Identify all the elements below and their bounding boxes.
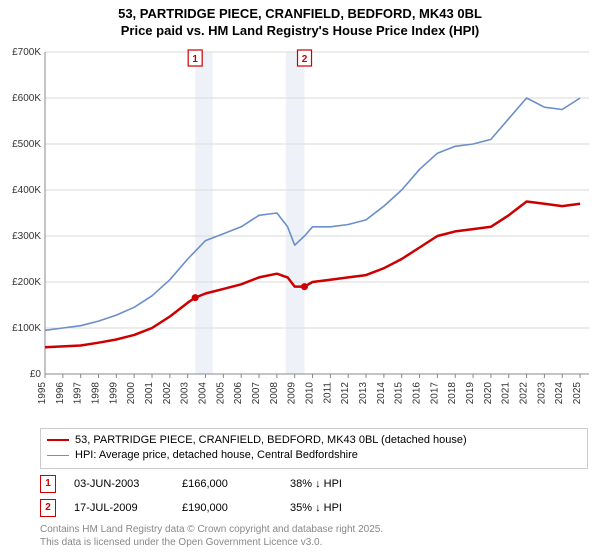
svg-text:2021: 2021 [501, 381, 512, 404]
svg-text:£700K: £700K [12, 47, 41, 58]
line-chart-svg: £0 £100K £200K £300K £400K £500K £600K £700K 199… [5, 44, 595, 424]
svg-text:1995: 1995 [37, 381, 48, 404]
svg-text:2010: 2010 [305, 381, 316, 404]
title-line2: Price paid vs. HM Land Registry's House … [121, 23, 480, 38]
svg-text:2014: 2014 [376, 381, 387, 404]
svg-text:£0: £0 [30, 369, 42, 380]
legend-label-hpi: HPI: Average price, detached house, Cent… [75, 448, 358, 463]
svg-text:2013: 2013 [358, 381, 369, 404]
marker-date: 17-JUL-2009 [74, 502, 164, 514]
legend-label-property: 53, PARTRIDGE PIECE, CRANFIELD, BEDFORD,… [75, 433, 467, 448]
svg-text:2004: 2004 [198, 381, 209, 404]
svg-text:£600K: £600K [12, 93, 41, 104]
svg-text:2008: 2008 [269, 381, 280, 404]
legend-swatch-property [47, 439, 69, 441]
legend-row-hpi: HPI: Average price, detached house, Cent… [47, 448, 581, 463]
marker-price: £190,000 [182, 502, 272, 514]
marker-badge: 2 [40, 499, 56, 517]
svg-text:2015: 2015 [394, 381, 405, 404]
svg-text:2009: 2009 [287, 381, 298, 404]
svg-text:2003: 2003 [180, 381, 191, 404]
sale-markers: 1 03-JUN-2003 £166,000 38% ↓ HPI 2 17-JUL-200… [0, 475, 600, 517]
legend: 53, PARTRIDGE PIECE, CRANFIELD, BEDFORD,… [40, 428, 588, 469]
svg-text:£400K: £400K [12, 185, 41, 196]
legend-row-property: 53, PARTRIDGE PIECE, CRANFIELD, BEDFORD,… [47, 433, 581, 448]
svg-text:1: 1 [192, 54, 198, 65]
svg-text:2023: 2023 [536, 381, 547, 404]
svg-text:2019: 2019 [465, 381, 476, 404]
svg-text:2000: 2000 [126, 381, 137, 404]
marker-delta: 38% ↓ HPI [290, 478, 380, 490]
svg-text:2011: 2011 [322, 381, 333, 403]
title-line1: 53, PARTRIDGE PIECE, CRANFIELD, BEDFORD,… [118, 6, 482, 21]
svg-text:2024: 2024 [554, 381, 565, 404]
svg-text:£100K: £100K [12, 323, 41, 334]
marker-price: £166,000 [182, 478, 272, 490]
svg-text:1996: 1996 [55, 381, 66, 404]
marker-date: 03-JUN-2003 [74, 478, 164, 490]
svg-text:£200K: £200K [12, 277, 41, 288]
svg-text:£300K: £300K [12, 231, 41, 242]
svg-text:£500K: £500K [12, 139, 41, 150]
svg-text:2: 2 [302, 54, 308, 65]
chart-title: 53, PARTRIDGE PIECE, CRANFIELD, BEDFORD,… [0, 0, 600, 40]
svg-text:2025: 2025 [572, 381, 583, 404]
svg-text:2005: 2005 [215, 381, 226, 404]
sale-marker-row: 2 17-JUL-2009 £190,000 35% ↓ HPI [40, 499, 588, 517]
svg-text:2012: 2012 [340, 381, 351, 404]
svg-text:2002: 2002 [162, 381, 173, 404]
svg-text:2022: 2022 [519, 381, 530, 404]
footer-line2: This data is licensed under the Open Gov… [40, 537, 322, 548]
marker-delta: 35% ↓ HPI [290, 502, 380, 514]
svg-text:2018: 2018 [447, 381, 458, 404]
svg-text:2001: 2001 [144, 381, 155, 404]
svg-text:2017: 2017 [429, 381, 440, 404]
footer: Contains HM Land Registry data © Crown c… [40, 523, 588, 549]
marker-badge: 1 [40, 475, 56, 493]
svg-text:2016: 2016 [412, 381, 423, 404]
svg-text:2006: 2006 [233, 381, 244, 404]
svg-text:1998: 1998 [91, 381, 102, 404]
sale-marker-row: 1 03-JUN-2003 £166,000 38% ↓ HPI [40, 475, 588, 493]
footer-line1: Contains HM Land Registry data © Crown c… [40, 524, 383, 535]
legend-swatch-hpi [47, 455, 69, 456]
svg-text:2020: 2020 [483, 381, 494, 404]
svg-text:1999: 1999 [108, 381, 119, 404]
svg-text:2007: 2007 [251, 381, 262, 404]
chart-area: £0 £100K £200K £300K £400K £500K £600K £700K 199… [5, 44, 595, 424]
svg-text:1997: 1997 [73, 381, 84, 404]
